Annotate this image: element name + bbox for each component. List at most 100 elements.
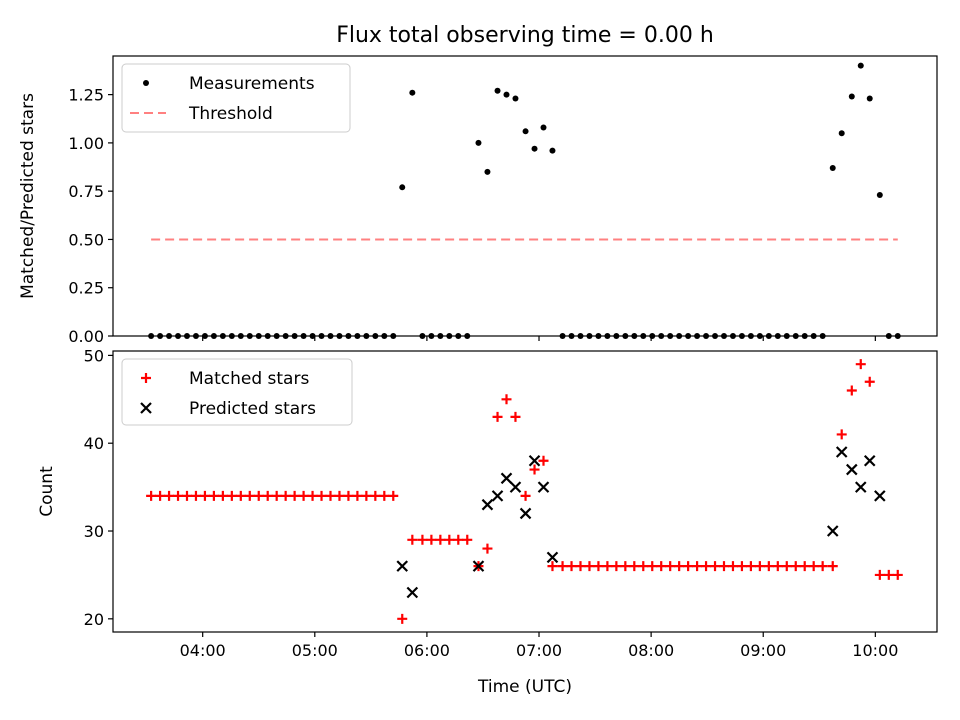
measurement-point: [829, 165, 836, 171]
x-tick-label: 05:00: [292, 641, 338, 660]
measurement-point: [484, 168, 491, 175]
matched-star-point: [692, 561, 703, 572]
measurement-point: [792, 333, 799, 339]
predicted-star-point: [500, 472, 513, 485]
measurement-point: [363, 333, 370, 339]
matched-star-point: [199, 490, 210, 501]
measurement-point: [694, 333, 701, 339]
predicted-star-point: [528, 454, 541, 467]
measurement-point: [390, 333, 397, 339]
matched-star-point: [710, 561, 721, 572]
measurement-point: [166, 333, 173, 339]
y-axis-label: Matched/Predicted stars: [18, 93, 38, 299]
legend-marker: [141, 373, 151, 383]
top-panel: 0.00 0.25 0.50 0.75 1.00 1.25 Matched/Predicte…: [18, 55, 938, 346]
measurement-point: [559, 333, 566, 339]
bottom-panel: 20 30 40 50 Count 04:00 05:00 06:00 07:00 08:00 09…: [37, 346, 938, 660]
matched-star-point: [874, 569, 885, 580]
measurement-point: [658, 333, 665, 339]
y-tick-label: 20: [84, 610, 104, 629]
measurement-point: [522, 128, 529, 135]
matched-star-point: [397, 613, 408, 624]
y-tick-label: 1.00: [68, 134, 104, 153]
measurement-point: [455, 333, 462, 339]
x-tick-label: 09:00: [740, 641, 786, 660]
matched-star-point: [864, 376, 875, 387]
matched-star-point: [772, 561, 783, 572]
measurement-point: [577, 333, 584, 339]
predicted-star-point: [854, 481, 867, 493]
matched-star-point: [181, 490, 192, 501]
x-tick-label: 07:00: [516, 641, 562, 660]
matched-star-point: [226, 490, 237, 501]
measurement-point: [246, 333, 253, 339]
measurement-point: [309, 333, 316, 339]
measurement-point: [318, 333, 325, 339]
matched-star-point: [453, 534, 464, 545]
legend-label: Predicted stars: [189, 399, 316, 419]
matched-star-point: [557, 561, 568, 572]
y-tick-label: 30: [84, 522, 104, 541]
matched-star-point: [529, 464, 540, 475]
measurement-point: [738, 333, 745, 339]
measurement-point: [399, 184, 406, 191]
matched-star-point: [417, 534, 428, 545]
matched-star-point: [883, 569, 894, 580]
measurement-point: [255, 333, 262, 339]
y-tick-label: 0.25: [68, 279, 104, 298]
measurement-point: [876, 192, 883, 199]
measurement-point: [372, 333, 379, 339]
y-tick-label: 0.50: [68, 230, 104, 249]
predicted-star-point: [509, 481, 522, 493]
matched-star-point: [584, 561, 595, 572]
measurement-point: [228, 333, 235, 339]
matched-star-point: [638, 561, 649, 572]
legend-label: Measurements: [189, 74, 315, 94]
matched-star-point: [827, 561, 838, 572]
measurement-point: [801, 333, 808, 339]
predicted-star-point: [863, 454, 876, 467]
matched-star-point: [325, 490, 336, 501]
measurement-point: [894, 333, 901, 339]
matched-star-point: [727, 561, 738, 572]
matched-star-point: [253, 490, 264, 501]
matched-star-point: [745, 561, 756, 572]
measurement-point: [703, 333, 710, 339]
measurement-point: [848, 93, 855, 100]
matched-star-point: [665, 561, 676, 572]
x-tick-label: 08:00: [628, 641, 674, 660]
measurement-point: [595, 333, 602, 339]
matched-star-point: [316, 490, 327, 501]
measurement-point: [354, 333, 361, 339]
matched-star-point: [289, 490, 300, 501]
matched-star-point: [492, 411, 503, 422]
measurement-point: [264, 333, 271, 339]
matched-star-point: [298, 490, 309, 501]
matched-star-point: [547, 561, 558, 572]
measurement-point: [586, 333, 593, 339]
measurement-point: [192, 333, 199, 339]
measurement-point: [428, 333, 435, 339]
plot-frame: [112, 350, 938, 633]
measurement-point: [210, 333, 217, 339]
measurement-point: [437, 333, 444, 339]
matched-star-point: [426, 534, 437, 545]
matched-star-point: [462, 534, 473, 545]
matched-star-point: [155, 490, 166, 501]
matched-star-point: [388, 490, 399, 501]
measurement-point: [765, 333, 772, 339]
predicted-star-point: [481, 498, 494, 511]
measurement-point: [381, 333, 388, 339]
matched-star-point: [164, 490, 175, 501]
measurement-point: [201, 333, 208, 339]
predicted-star-point: [546, 551, 559, 564]
predicted-star-point: [826, 525, 839, 537]
matched-star-point: [620, 561, 631, 572]
measurement-point: [540, 124, 547, 131]
predicted-star-point: [406, 586, 419, 599]
measurement-point: [494, 87, 501, 94]
measurement-point: [273, 333, 280, 339]
measurement-point: [175, 333, 182, 339]
y-tick-label: 0.00: [68, 327, 104, 346]
measurement-point: [685, 333, 692, 339]
